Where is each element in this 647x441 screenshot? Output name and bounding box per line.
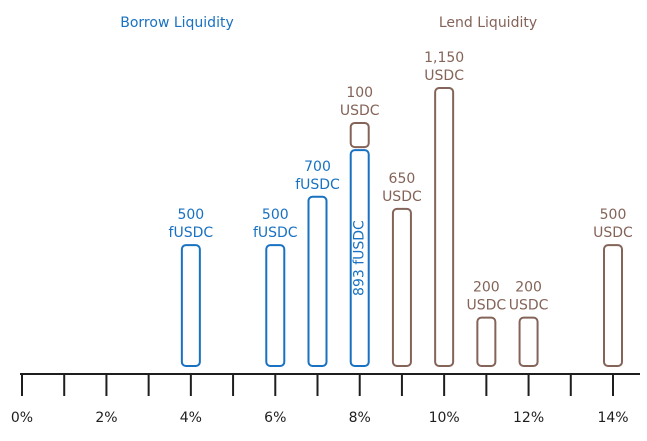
x-tick-label: 14% <box>597 410 628 426</box>
value-label: 200 USDC <box>467 280 507 314</box>
value-label: 500 fUSDC <box>253 207 298 241</box>
legend-label: Borrow Liquidity <box>120 15 233 31</box>
x-tick-label: 12% <box>513 410 544 426</box>
bar <box>391 207 412 367</box>
bar <box>180 244 201 367</box>
bar <box>518 316 539 367</box>
legend-label: Lend Liquidity <box>439 15 537 31</box>
x-tick-label: 10% <box>429 410 460 426</box>
value-label: 700 fUSDC <box>295 159 340 193</box>
value-label: 893 fUSDC <box>352 220 368 296</box>
value-label: 650 USDC <box>382 171 422 205</box>
value-label: 500 fUSDC <box>169 207 214 241</box>
value-label: 100 USDC <box>340 85 380 119</box>
x-tick-label: 6% <box>264 410 286 426</box>
bar <box>265 244 286 367</box>
x-tick-label: 8% <box>349 410 371 426</box>
bar <box>603 244 623 367</box>
bar <box>476 316 497 367</box>
x-tick-label: 4% <box>180 410 202 426</box>
x-tick-label: 0% <box>11 410 33 426</box>
value-label: 500 USDC <box>593 207 633 241</box>
bar <box>434 87 455 367</box>
bar <box>349 121 370 149</box>
bar <box>349 149 370 367</box>
x-tick-label: 2% <box>95 410 117 426</box>
value-label: 200 USDC <box>509 280 549 314</box>
bar <box>307 195 328 367</box>
value-label: 1,150 USDC <box>424 50 464 84</box>
